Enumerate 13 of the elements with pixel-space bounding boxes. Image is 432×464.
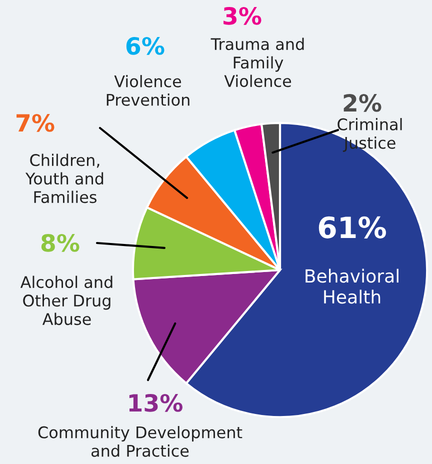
data-label: 6% — [126, 36, 164, 55]
slice-label: Alcohol and Other Drug Abuse — [20, 276, 112, 326]
slice-label: Community Development and Practice — [38, 426, 242, 457]
data-label: 3% — [224, 6, 262, 25]
data-label: 7% — [16, 114, 54, 132]
slice-label: Children, Youth and Families — [25, 154, 104, 204]
data-label: 8% — [41, 234, 80, 252]
slice-label: Violence Prevention — [106, 75, 190, 106]
slice-label: Behavioral Health — [306, 268, 398, 304]
slice-label: Trauma and Family Violence — [210, 38, 304, 88]
data-label: 61% — [318, 216, 386, 238]
data-label: 13% — [129, 394, 183, 412]
data-label: 2% — [344, 94, 382, 112]
